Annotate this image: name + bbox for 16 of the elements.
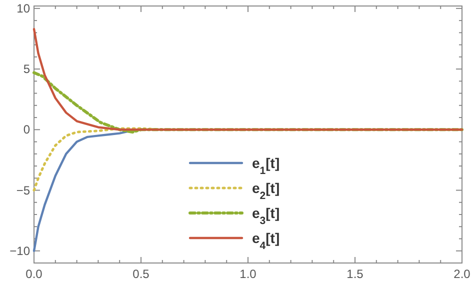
legend-label: e$_{2}$[t] <box>252 180 280 202</box>
x-tick-label: 1.5 <box>346 267 364 281</box>
y-tick-label: −10 <box>10 244 30 258</box>
y-tick-label: 5 <box>23 62 30 76</box>
legend-label: e$_{1}$[t] <box>252 155 280 177</box>
y-tick-label: 0 <box>23 122 30 137</box>
x-tick-label: 0.0 <box>26 267 43 281</box>
y-tick-label: 10 <box>16 1 30 16</box>
line-series <box>32 71 464 134</box>
line-series <box>32 28 464 131</box>
y-tick-label: −5 <box>16 183 30 198</box>
x-tick-label: 0.5 <box>132 267 150 281</box>
legend-label: e$_{4}$[t] <box>252 230 280 252</box>
x-tick-label: 2.0 <box>454 267 471 281</box>
x-tick-label: 1.0 <box>240 267 257 281</box>
legend-label: e$_{3}$[t] <box>252 205 280 227</box>
